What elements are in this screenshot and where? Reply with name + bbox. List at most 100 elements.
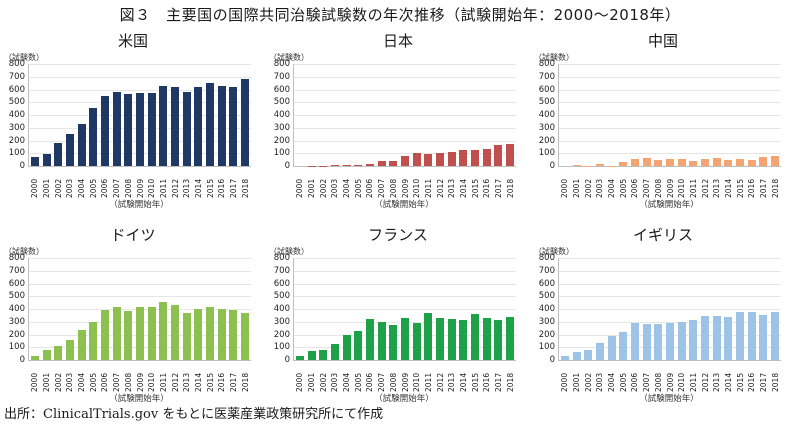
x-tick-label: 2007 (642, 178, 652, 198)
y-axis-unit-label: （試験数） (534, 247, 574, 256)
bar-2005 (89, 321, 98, 360)
x-tick-label: 2009 (400, 372, 410, 392)
chart-title: フランス (368, 226, 428, 244)
y-tick-label: 0 (549, 161, 555, 171)
y-tick-label: 200 (538, 329, 555, 340)
bar-2011 (689, 161, 698, 166)
x-tick-label: 2016 (217, 178, 227, 198)
x-tick-label: 2015 (470, 372, 480, 392)
x-tick-label: 2005 (618, 372, 628, 392)
x-tick-label: 2013 (182, 178, 192, 198)
bar-2002 (319, 349, 328, 360)
bar-2012 (171, 305, 180, 360)
bar-2010 (412, 322, 421, 360)
bar-2006 (100, 309, 109, 360)
y-tick-label: 600 (8, 84, 25, 95)
chart-uk: イギリス （試験数） 0 100 200 300 400 500 600 700 800 2000 20… (530, 224, 796, 404)
y-tick-label: 700 (273, 71, 290, 82)
gridline (559, 76, 781, 78)
x-tick-label: 2017 (758, 372, 768, 392)
x-tick-label: 2006 (100, 178, 110, 198)
bar-2017 (759, 314, 768, 360)
bar-2009 (401, 155, 409, 166)
bar-2015 (206, 306, 215, 360)
chart-title: イギリス (632, 226, 693, 244)
x-tick-label: 2006 (100, 372, 110, 392)
bar-2006 (630, 322, 639, 360)
bar-2006 (100, 96, 109, 166)
gridline (559, 89, 781, 91)
x-tick-label: 2017 (228, 178, 238, 198)
bar-2003 (65, 339, 74, 360)
bar-2012 (436, 153, 445, 166)
x-tick-label: 2016 (747, 372, 757, 392)
x-tick-label: 2012 (700, 372, 710, 392)
x-tick-label: 2008 (388, 178, 398, 198)
bar-2003 (595, 342, 604, 360)
x-tick-label: 2011 (158, 178, 168, 198)
x-tick-label: 2012 (700, 178, 710, 198)
bar-2008 (389, 160, 398, 166)
x-tick-label: 2010 (147, 178, 157, 198)
bar-2008 (389, 324, 398, 360)
gridline (294, 296, 516, 298)
x-tick-label: 2007 (112, 372, 122, 392)
x-tick-label: 2013 (712, 178, 722, 198)
bar-2002 (54, 143, 63, 166)
bar-2017 (229, 86, 238, 166)
chart-title: ドイツ (110, 226, 156, 244)
bar-2008 (654, 159, 663, 166)
gridline (29, 283, 251, 285)
chart-title: 米国 (117, 32, 148, 50)
bar-2012 (701, 159, 710, 166)
x-tick-label: 2011 (423, 178, 433, 198)
bar-2016 (217, 85, 226, 166)
bar-2004 (77, 329, 86, 360)
x-tick-label: 2015 (735, 178, 745, 198)
x-tick-label: 2000 (295, 372, 305, 392)
x-tick-label: 2014 (723, 178, 733, 198)
gridline (294, 89, 516, 91)
y-tick-label: 0 (284, 161, 290, 171)
bar-2010 (147, 92, 156, 166)
y-tick-label: 200 (273, 135, 290, 146)
x-tick-label: 2005 (88, 372, 98, 392)
x-tick-label: 2017 (758, 178, 768, 198)
chart-title: 日本 (382, 32, 413, 50)
plot-area: 0 100 200 300 400 500 600 700 800 2000 2001 2002 200… (274, 253, 516, 392)
x-tick-label: 2014 (458, 178, 468, 198)
gridline (559, 153, 781, 155)
bar-2006 (365, 319, 374, 360)
gridline (29, 64, 251, 65)
bar-2009 (136, 92, 144, 166)
x-axis-label: （試験開始年） (374, 200, 434, 210)
x-tick-label: 2012 (170, 372, 180, 392)
gridline (559, 127, 781, 129)
y-tick-label: 700 (8, 265, 25, 276)
x-tick-label: 2015 (470, 178, 480, 198)
bar-2013 (447, 319, 456, 360)
x-tick-label: 2001 (307, 178, 317, 198)
x-tick-label: 2015 (205, 178, 215, 198)
bar-2005 (619, 162, 628, 166)
chart-germany: ドイツ （試験数） 0 100 200 300 400 500 600 700 800 2000 200… (0, 224, 266, 404)
bar-2018 (771, 312, 780, 360)
gridline (294, 309, 516, 310)
x-tick-label: 2017 (493, 372, 503, 392)
x-tick-label: 2017 (493, 178, 503, 198)
x-tick-label: 2003 (65, 372, 75, 392)
bar-2010 (147, 307, 156, 360)
y-tick-label: 100 (538, 342, 555, 353)
x-tick-label: 2004 (607, 178, 617, 198)
bar-2012 (171, 87, 180, 166)
chart-france: フランス （試験数） 0 100 200 300 400 500 600 700 800 2000 20… (265, 224, 531, 404)
bar-2004 (342, 165, 351, 166)
gridline (559, 140, 781, 142)
y-tick-label: 300 (538, 122, 555, 133)
chart-usa: 米国 （試験数） 0 100 200 300 400 500 600 700 800 2000 2001… (0, 30, 266, 210)
y-tick-label: 500 (538, 97, 555, 108)
x-tick-label: 2004 (342, 372, 352, 392)
bar-2001 (572, 164, 581, 166)
bar-2010 (677, 321, 686, 360)
x-tick-label: 2009 (665, 178, 675, 198)
